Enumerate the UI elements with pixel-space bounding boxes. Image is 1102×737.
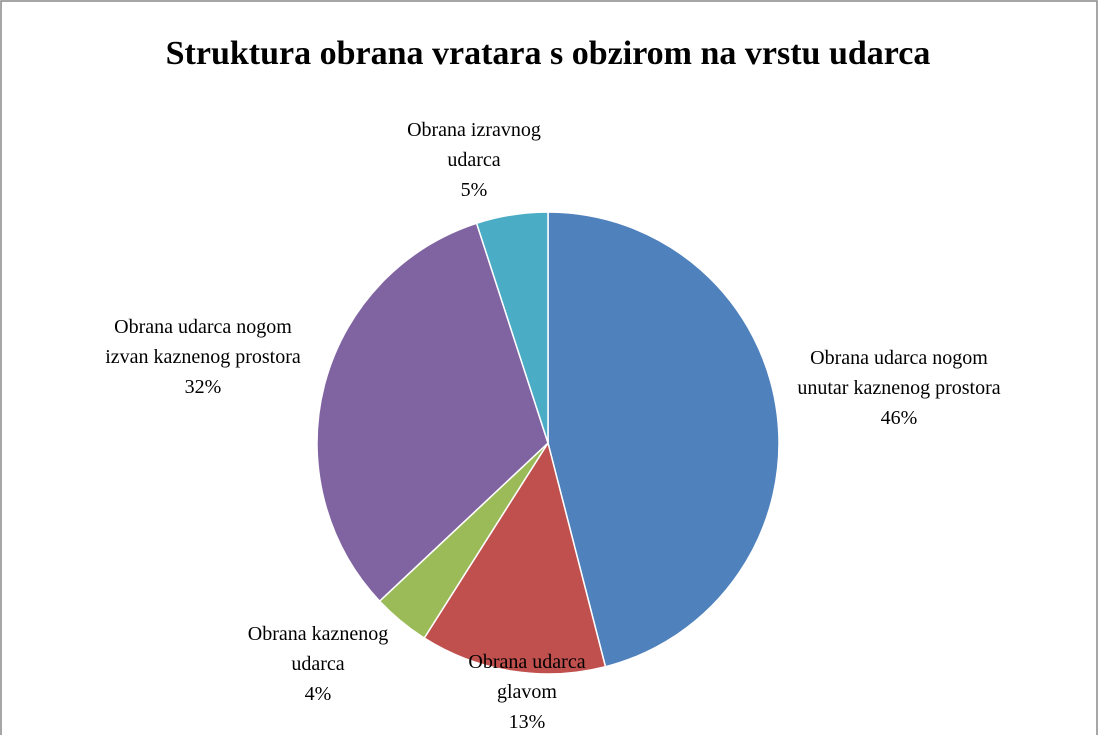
data-label-value: 13% xyxy=(508,711,546,733)
data-label-value: 46% xyxy=(880,407,918,429)
data-label: Obrana udarca glavom 13% xyxy=(442,647,612,737)
data-label-name: Obrana kaznenog udarca xyxy=(247,623,389,675)
chart-title: Struktura obrana vratara s obzirom na vr… xyxy=(166,35,931,72)
data-label-name: Obrana udarca glavom xyxy=(468,651,586,703)
pie-slice xyxy=(316,222,549,603)
data-label-value: 4% xyxy=(304,683,332,705)
pie-slice xyxy=(547,211,780,668)
data-label: Obrana udarca nogom izvan kaznenog prost… xyxy=(98,312,308,402)
data-label-value: 32% xyxy=(184,376,222,398)
data-label-name: Obrana udarca nogom izvan kaznenog prost… xyxy=(105,316,301,368)
data-label-name: Obrana izravnog udarca xyxy=(407,119,541,171)
pie-slice xyxy=(475,211,549,444)
data-label: Obrana udarca nogom unutar kaznenog pros… xyxy=(794,343,1004,433)
data-label-value: 5% xyxy=(460,179,488,201)
pie-slice xyxy=(423,441,607,675)
data-label-name: Obrana udarca nogom unutar kaznenog pros… xyxy=(797,347,1001,399)
data-label: Obrana izravnog udarca 5% xyxy=(384,115,564,205)
data-label: Obrana kaznenog udarca 4% xyxy=(221,619,416,709)
